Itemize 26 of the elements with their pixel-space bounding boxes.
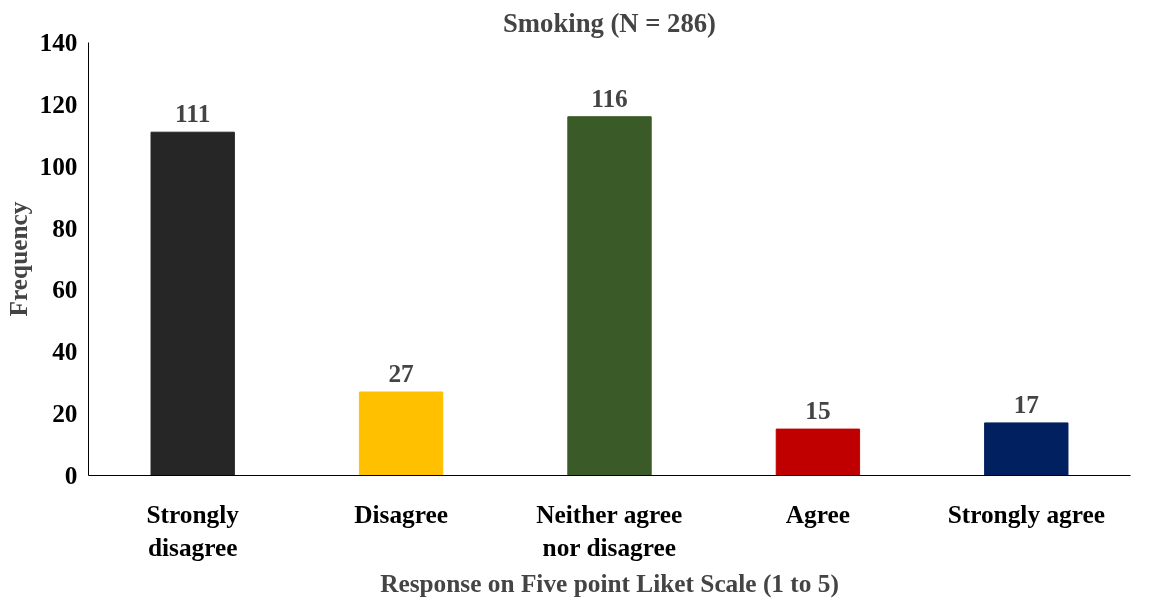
bar <box>150 131 235 476</box>
y-tick-label: 0 <box>64 461 78 489</box>
y-tick-label: 40 <box>52 337 78 366</box>
x-axis-title: Response on Five point Liket Scale (1 to 5) <box>380 569 839 599</box>
bar <box>358 391 444 476</box>
data-label: 27 <box>388 358 415 387</box>
x-tick-label: Disagree <box>354 499 448 528</box>
x-tick-label: Strongly agree <box>947 499 1105 528</box>
y-tick-label: 140 <box>39 28 78 56</box>
x-tick-label: Strongly disagree <box>146 499 240 562</box>
y-tick-label: 80 <box>52 213 78 242</box>
data-label: 17 <box>1013 389 1040 418</box>
y-tick-label: 20 <box>52 399 78 428</box>
data-label: 111 <box>175 99 211 128</box>
x-tick-label: Agree <box>785 499 851 528</box>
y-axis-title: Frequency <box>3 201 32 317</box>
y-tick-label: 120 <box>39 89 78 118</box>
data-label: 15 <box>805 396 831 425</box>
y-tick-label: 100 <box>39 151 78 180</box>
chart-title: Smoking (N = 286) <box>503 7 716 38</box>
bar <box>984 422 1069 476</box>
bar <box>567 116 652 476</box>
y-tick-label: 60 <box>52 275 78 304</box>
x-tick-label: Neither agree nor disagree <box>536 499 683 562</box>
bar <box>775 428 861 476</box>
data-label: 116 <box>591 83 628 112</box>
